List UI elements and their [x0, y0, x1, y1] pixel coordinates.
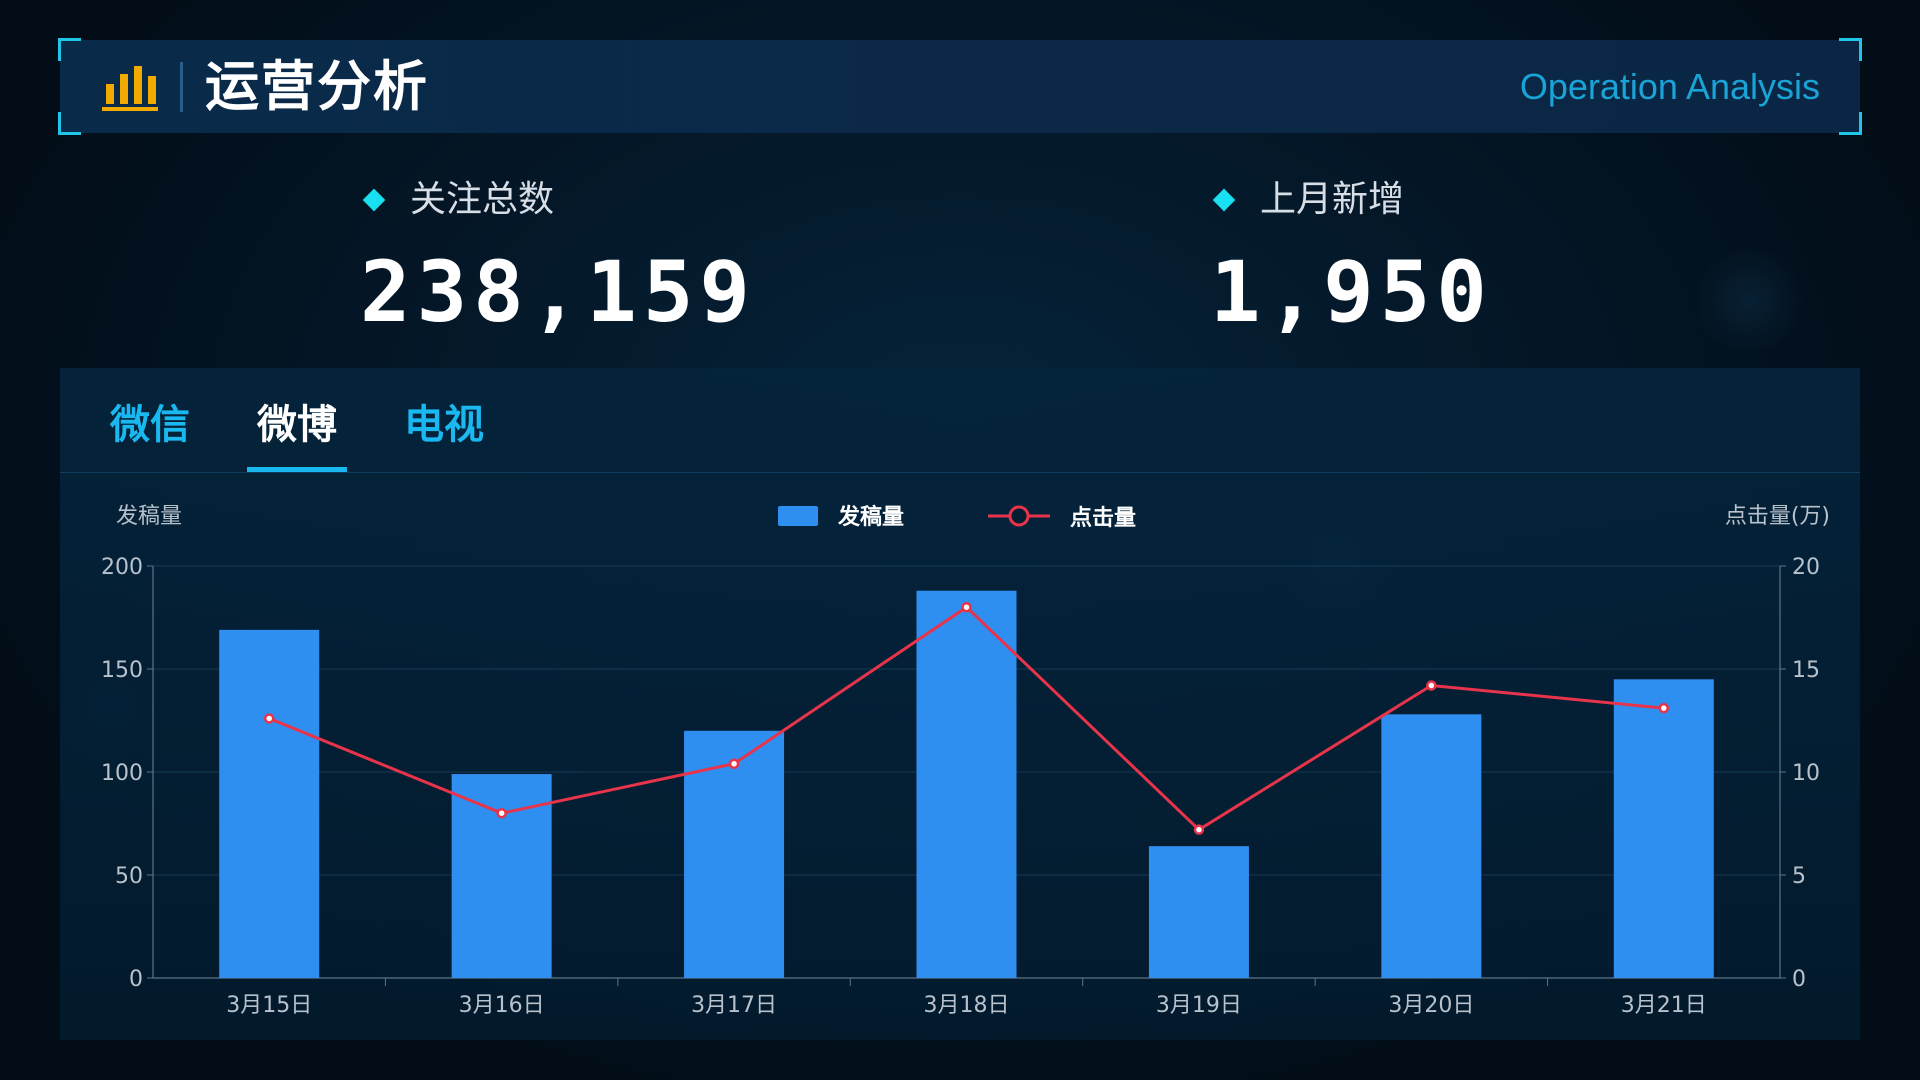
combo-chart: 0 50 100 150 200 0 5 10 15 20 发稿量 点击量(万) 发稿量 点击量 3月15日… [101, 504, 1830, 1018]
x-tick-label: 3月15日 [226, 993, 312, 1018]
bar-5 [1148, 846, 1249, 978]
corner-decoration-top-right [1839, 38, 1862, 61]
x-tick-label: 3月18日 [924, 993, 1010, 1018]
y-tick-label-left: 0 [129, 967, 143, 992]
line-point-1 [263, 713, 275, 724]
tab-weibo[interactable]: 微博 [257, 402, 337, 448]
page-subtitle: Operation Analysis [1519, 66, 1820, 107]
header-bar: 运营分析 Operation Analysis [58, 38, 1862, 135]
legend-label-bar: 发稿量 [837, 504, 904, 530]
y-tick-label-left: 150 [101, 658, 143, 683]
y-tick-label-left: 200 [101, 555, 143, 580]
x-tick-label: 3月17日 [691, 993, 777, 1018]
line-point-5 [1193, 824, 1205, 835]
corner-decoration-top-left [58, 38, 81, 61]
diamond-bullet-icon [362, 188, 386, 212]
bar-6 [1381, 714, 1482, 978]
bar-1 [219, 629, 320, 978]
stat-value: 238,159 [360, 243, 757, 341]
header-divider [180, 62, 183, 112]
y-axis-title-right: 点击量(万) [1725, 504, 1830, 529]
bar-7 [1613, 679, 1714, 978]
diamond-bullet-icon [1212, 188, 1236, 212]
y-tick-label-left: 50 [115, 864, 143, 889]
stat-label: 关注总数 [410, 179, 555, 220]
stat-new-last-month: 上月新增 1,950 [1210, 175, 1493, 337]
y-tick-label-right: 20 [1792, 555, 1820, 580]
stat-label: 上月新增 [1260, 179, 1405, 220]
line-point-6 [1426, 680, 1437, 691]
y-tick-label-right: 5 [1792, 864, 1806, 889]
tab-bar: 微信 微博 电视 [60, 368, 1860, 473]
x-tick-label: 3月20日 [1388, 993, 1474, 1018]
corner-decoration-bottom-right [1839, 112, 1862, 135]
line-point-3 [728, 758, 740, 770]
bar-4 [916, 590, 1017, 978]
tab-wechat[interactable]: 微信 [110, 402, 190, 448]
y-tick-label-right: 0 [1792, 967, 1806, 992]
line-point-2 [496, 807, 507, 819]
page-title: 运营分析 [205, 55, 429, 118]
stat-total-followers: 关注总数 238,159 [360, 175, 756, 337]
x-tick-label: 3月19日 [1156, 993, 1242, 1018]
y-tick-label-left: 100 [101, 761, 143, 786]
bar-chart-icon [102, 66, 158, 111]
chart-panel: 微信 微博 电视 0 50 100 150 200 0 5 10 15 20 发稿量 点击量(万) 发稿… [60, 368, 1860, 1040]
y-tick-label-right: 15 [1792, 658, 1820, 683]
legend-line-marker [1008, 505, 1030, 527]
line-point-4 [961, 601, 972, 613]
legend-bar-swatch [778, 506, 818, 526]
corner-decoration-bottom-left [58, 112, 81, 135]
y-tick-label-right: 10 [1792, 761, 1820, 786]
x-tick-label: 3月21日 [1621, 993, 1707, 1018]
x-tick-label: 3月16日 [459, 993, 545, 1018]
y-axis-title-left: 发稿量 [116, 504, 182, 529]
line-point-7 [1658, 702, 1670, 714]
legend-label-line: 点击量 [1070, 505, 1136, 531]
stat-value: 1,950 [1210, 243, 1493, 341]
tab-tv[interactable]: 电视 [404, 402, 484, 448]
active-tab-indicator [247, 467, 347, 472]
